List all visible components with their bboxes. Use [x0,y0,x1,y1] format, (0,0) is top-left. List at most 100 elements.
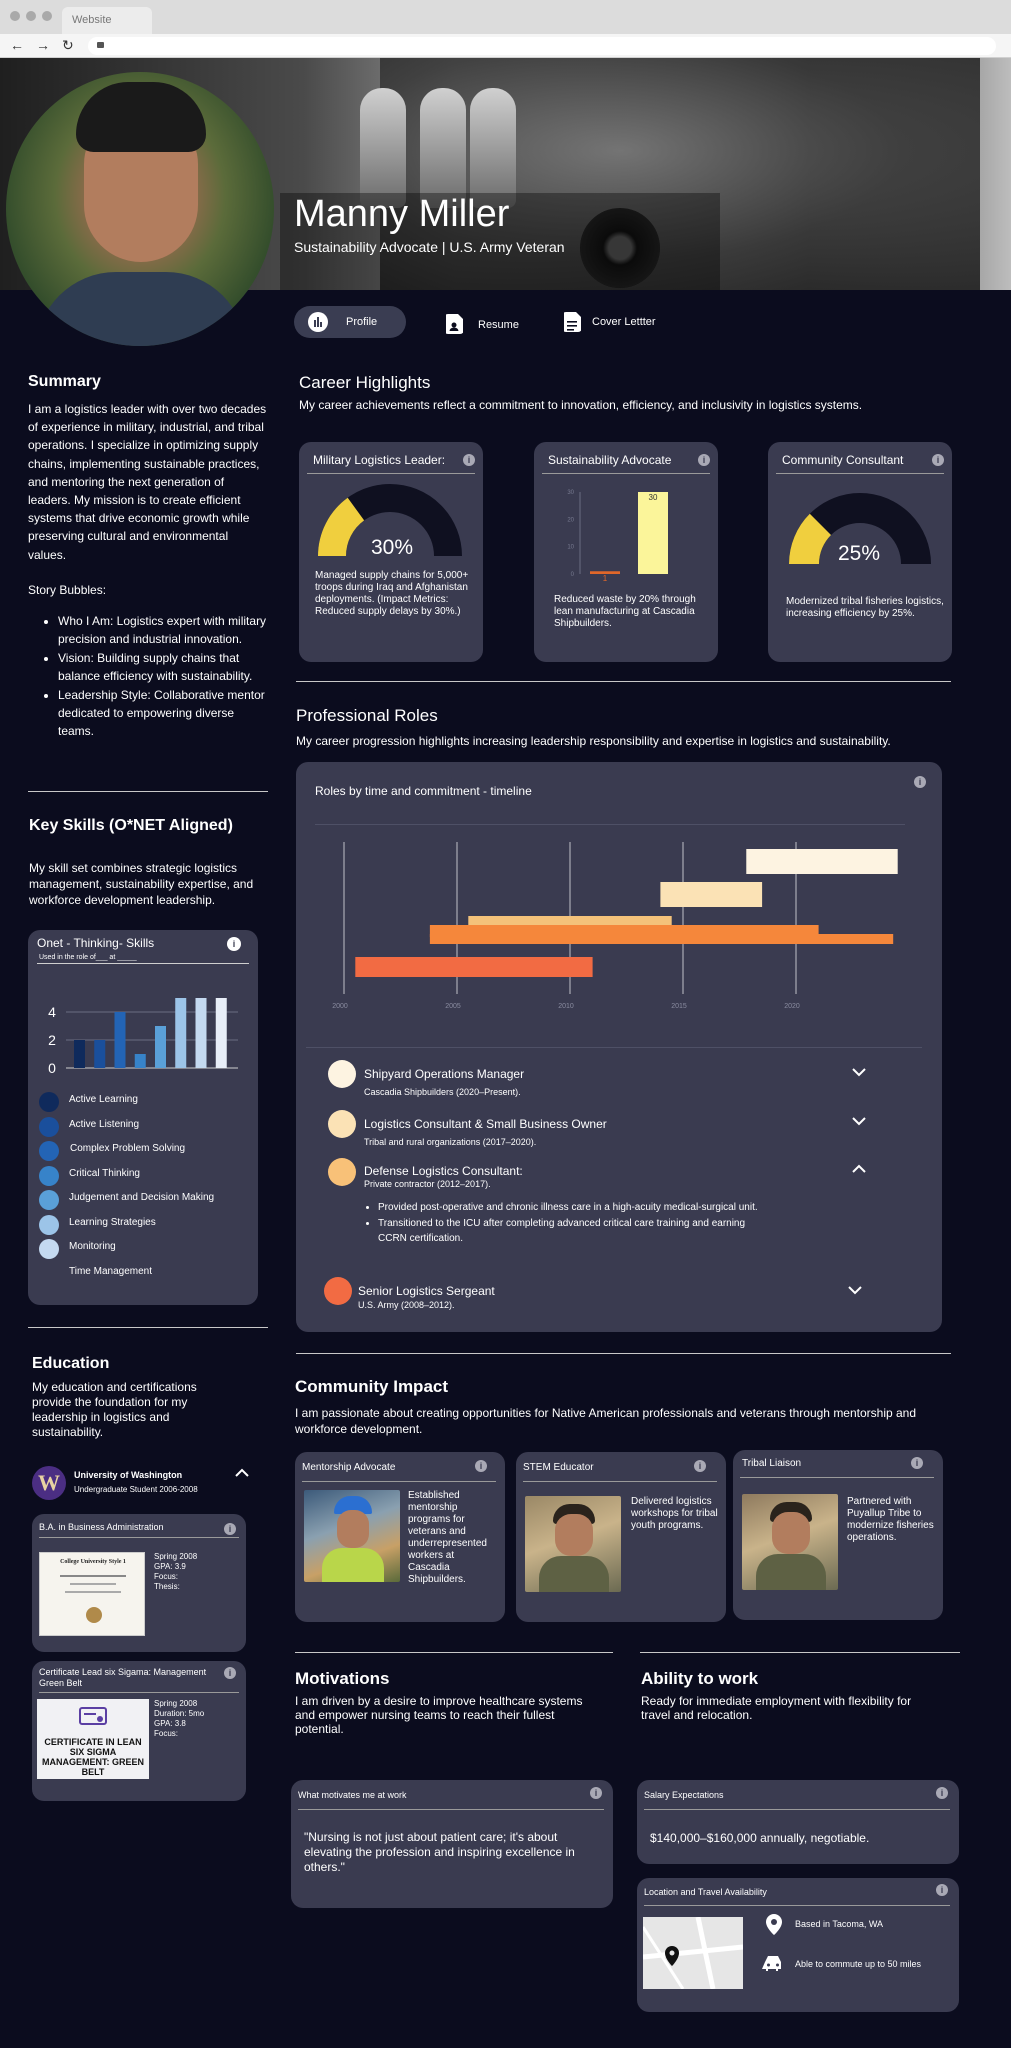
story-bubbles-label: Story Bubbles: [28,583,107,597]
tab-label: Resume [478,319,519,331]
progress-gauge [318,484,462,557]
legend-label: Time Management [69,1265,152,1277]
diploma-heading: College University Style 1 [60,1559,126,1565]
roles-card: Roles by time and commitment - timeline … [296,762,942,1332]
skills-bar-chart: 0 2 4 [48,998,238,1076]
y-tick-label: 10 [567,545,574,551]
certificate-details: Spring 2008 Duration: 5mo GPA: 3.8 Focus… [154,1699,204,1739]
certificate-image-text: CERTIFICATE IN LEAN SIX SIGMA MANAGEMENT… [41,1737,144,1777]
info-icon[interactable]: i [694,1460,706,1472]
location-value: Based in Tacoma, WA [795,1919,884,1929]
chevron-up-icon[interactable] [235,1468,249,1478]
info-icon[interactable]: i [227,937,241,951]
location-card: Location and Travel Availability i Based… [637,1878,959,2012]
salary-card-title: Salary Expectations [644,1790,724,1800]
forward-arrow-icon[interactable]: → [36,37,50,53]
info-icon[interactable]: i [224,1667,236,1679]
role-color-dot [328,1060,356,1088]
skill-bar [195,998,207,1068]
window-close-button[interactable] [10,11,20,21]
chevron-up-icon[interactable] [852,1164,866,1174]
browser-tab[interactable]: Website [62,7,152,34]
highlight-text: Modernized tribal fisheries logistics, i… [786,596,944,619]
info-icon[interactable]: i [914,776,926,788]
tab-cover-letter[interactable]: Cover Lettter [556,306,666,338]
y-tick-label: 4 [48,1004,56,1020]
gauge-fill [789,513,832,565]
legend-label: Critical Thinking [69,1167,140,1179]
map-pin-icon [665,1946,679,1966]
skill-bar [155,1026,166,1068]
legend-label: Monitoring [69,1241,116,1252]
cert-detail: GPA: 3.8 [154,1719,186,1728]
tab-profile[interactable]: Profile [294,306,406,338]
waste-bar [590,571,620,574]
data-label: 1 [603,574,608,582]
education-title: Education [32,1355,110,1372]
reload-icon[interactable]: ↻ [62,37,74,53]
back-arrow-icon[interactable]: ← [10,37,24,53]
role-details: Provided post-operative and chronic illn… [364,1200,764,1247]
info-icon[interactable]: i [590,1787,602,1799]
skills-body: My skill set combines strategic logistic… [29,861,254,907]
info-icon[interactable]: i [932,454,944,466]
card-divider [644,1809,950,1810]
legend-label: Active Learning [69,1094,138,1105]
highlight-title: Military Logistics Leader: [313,453,446,467]
cert-detail: Spring 2008 [154,1699,198,1708]
lock-icon [97,42,104,48]
community-card: STEM Educator i Delivered logistics work… [516,1452,726,1622]
browser-address-bar: ← → ↻ [0,34,1011,58]
info-icon[interactable]: i [224,1523,236,1535]
certificate-icon [79,1707,107,1725]
summary-body: I am a logistics leader with over two de… [28,402,267,562]
card-divider [298,1809,604,1810]
role-color-dot [324,1277,352,1305]
info-icon[interactable]: i [911,1457,923,1469]
legend-label: Learning Strategies [69,1216,156,1228]
highlight-card: Military Logistics Leader: i 30% Managed… [299,442,483,662]
legend-label: Complex Problem Solving [70,1143,186,1154]
skills-title: Key Skills (O*NET Aligned) [29,817,233,834]
role-org: Private contractor (2012–2017). [364,1179,491,1189]
role-org: U.S. Army (2008–2012). [358,1300,455,1310]
window-maximize-button[interactable] [42,11,52,21]
summary-title: Summary [28,373,101,390]
motivations-body: I am driven by a desire to improve healt… [295,1694,583,1736]
document-icon [564,312,581,332]
community-card: Mentorship Advocate i Established mentor… [295,1452,505,1622]
salary-value: $140,000–$160,000 annually, negotiable. [650,1831,870,1845]
tab-label: Cover Lettter [592,316,656,328]
info-icon[interactable]: i [936,1884,948,1896]
community-card-title: STEM Educator [523,1462,594,1473]
url-input[interactable] [88,37,996,55]
card-divider [740,1477,934,1478]
chevron-down-icon[interactable] [852,1067,866,1077]
chevron-down-icon[interactable] [852,1116,866,1126]
community-title: Community Impact [295,1377,449,1396]
role-color-dot [328,1158,356,1186]
education-body: My education and certifications provide … [32,1380,197,1439]
info-icon[interactable]: i [475,1460,487,1472]
roles-timeline-chart: 2000 2005 2010 2015 2020 [332,842,898,1010]
chevron-down-icon[interactable] [848,1285,862,1295]
ability-body: Ready for immediate employment with flex… [641,1694,912,1722]
skills-card-subtitle: Used in the role of___ at _____ [39,954,137,961]
info-icon[interactable]: i [463,454,475,466]
card-divider [306,1047,922,1048]
soldier-figure [420,88,466,208]
motivations-title: Motivations [295,1669,390,1688]
list-item: Who I Am: Logistics expert with military… [58,612,268,648]
y-tick-label: 2 [48,1032,56,1048]
timeline-bar [746,849,898,874]
info-icon[interactable]: i [936,1787,948,1799]
tab-resume[interactable]: Resume [436,308,546,340]
role-name: Logistics Consultant & Small Business Ow… [364,1117,607,1131]
degree-details: Spring 2008 GPA: 3.9 Focus: Thesis: [154,1552,197,1592]
card-divider [644,1905,950,1906]
skills-card: Onet - Thinking- Skills Used in the role… [28,930,258,1305]
window-minimize-button[interactable] [26,11,36,21]
hard-hat-icon [334,1496,372,1514]
divider [640,1652,960,1653]
info-icon[interactable]: i [698,454,710,466]
